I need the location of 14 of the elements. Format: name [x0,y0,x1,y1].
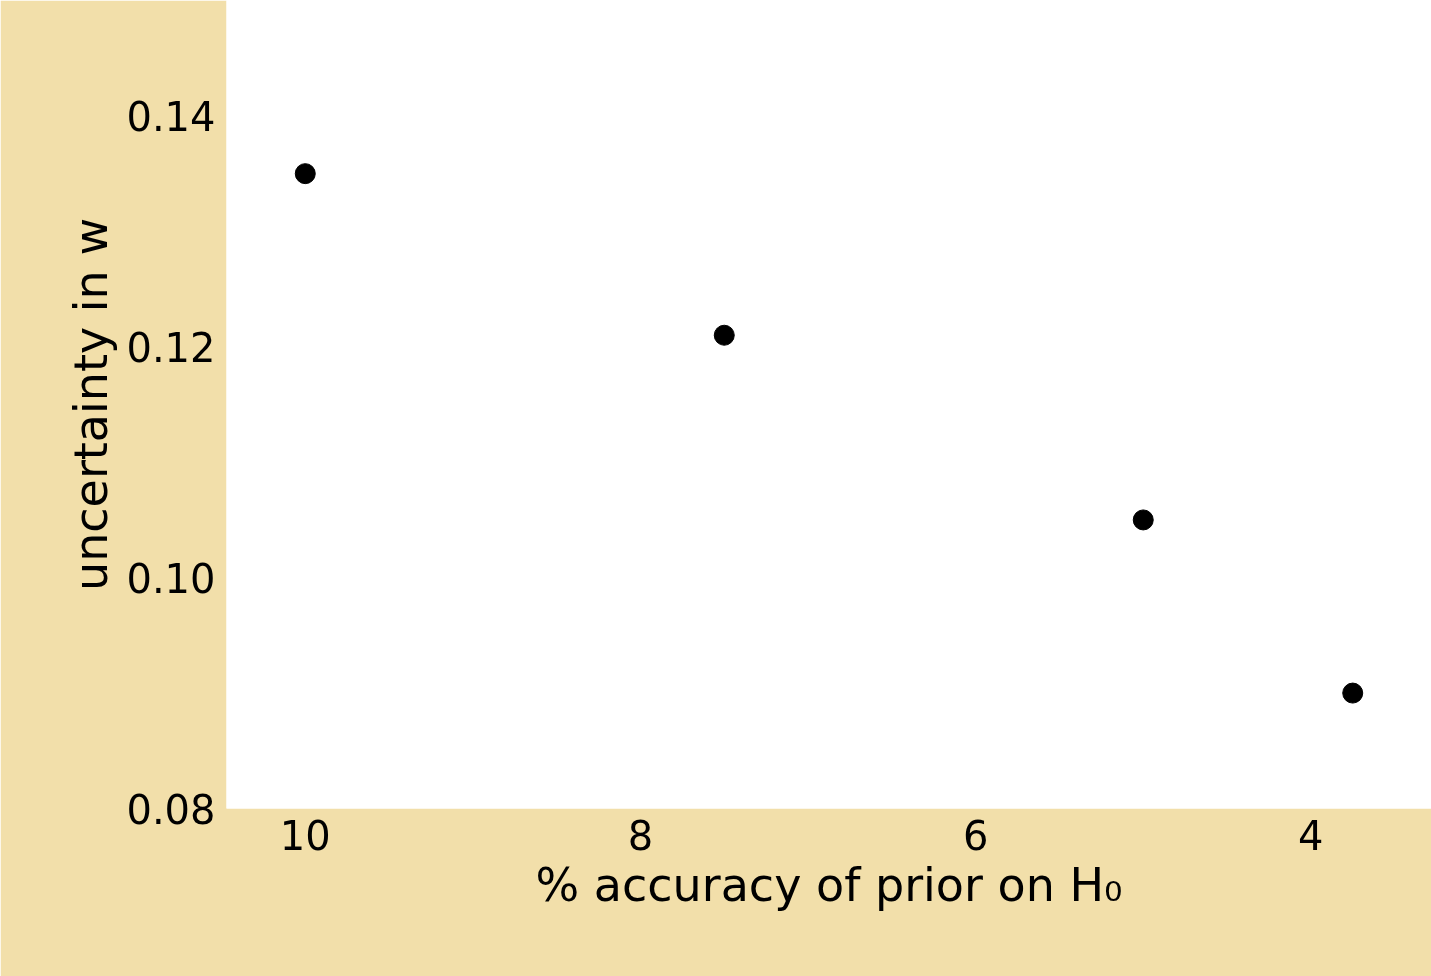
x-tick-label: 6 [962,812,989,859]
point [713,324,735,346]
point [294,163,316,185]
x-tick-label: 4 [1298,812,1324,859]
x-tick-label: 8 [627,812,654,859]
y-tick-label: 0.10 [126,555,216,602]
point [1342,682,1364,704]
x-tick-label: 10 [279,812,331,859]
y-axis-title: uncertainty in w [64,217,119,592]
y-tick-label: 0.08 [126,786,216,833]
y-tick-label: 0.12 [126,324,216,371]
x-axis-title: % accuracy of prior on H₀ [535,857,1123,912]
y-tick-label: 0.14 [126,93,216,140]
point [1132,509,1154,531]
